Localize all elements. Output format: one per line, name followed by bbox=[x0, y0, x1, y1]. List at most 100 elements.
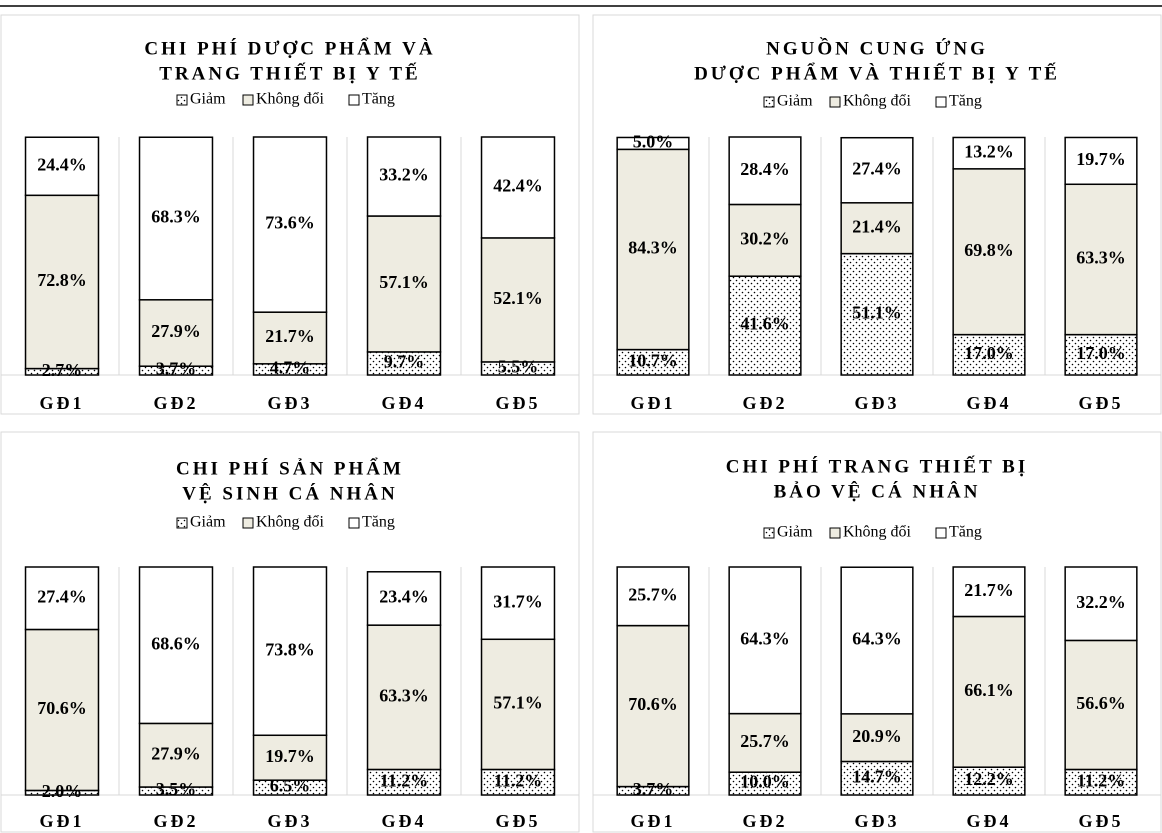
value-label: 17.0% bbox=[964, 343, 1014, 363]
x-tick-label: GĐ1 bbox=[631, 393, 676, 413]
x-tick-label: GĐ3 bbox=[268, 393, 313, 413]
value-label: 12.2% bbox=[964, 769, 1014, 789]
bar-segment bbox=[366, 215, 442, 353]
bar-segment bbox=[616, 348, 690, 376]
value-label: 2.7% bbox=[42, 360, 83, 380]
value-label: 70.6% bbox=[37, 698, 87, 718]
chart-title: VỆ SINH CÁ NHÂN bbox=[182, 482, 398, 504]
chart-title: BẢO VỆ CÁ NHÂN bbox=[774, 480, 981, 502]
legend-swatch bbox=[242, 94, 254, 106]
x-tick-label: GĐ3 bbox=[855, 393, 900, 413]
x-tick-label: GĐ1 bbox=[631, 811, 676, 831]
value-label: 3.7% bbox=[156, 359, 197, 379]
bar-segment bbox=[728, 712, 802, 773]
bar-segment bbox=[24, 136, 100, 197]
panel bbox=[592, 14, 1162, 415]
bar-segment bbox=[952, 136, 1026, 170]
value-label: 52.1% bbox=[493, 288, 543, 308]
value-label: 19.7% bbox=[1076, 149, 1126, 169]
value-label: 11.2% bbox=[1077, 770, 1126, 790]
value-label: 73.8% bbox=[265, 639, 315, 659]
value-label: 32.2% bbox=[1076, 592, 1126, 612]
bar-segment bbox=[1064, 136, 1138, 186]
bar-segment bbox=[252, 734, 328, 781]
bar-segment bbox=[1064, 639, 1138, 771]
legend-label: Tăng bbox=[362, 91, 395, 108]
x-tick-label: GĐ2 bbox=[154, 393, 199, 413]
x-tick-label: GĐ4 bbox=[967, 811, 1012, 831]
value-label: 63.3% bbox=[1076, 248, 1126, 268]
legend-swatch bbox=[763, 527, 775, 539]
bar-segment bbox=[952, 766, 1026, 796]
value-label: 4.7% bbox=[270, 358, 311, 378]
bar-segment bbox=[952, 566, 1026, 618]
bar-segment bbox=[728, 136, 802, 206]
x-tick-label: GĐ4 bbox=[382, 393, 427, 413]
value-label: 64.3% bbox=[852, 629, 902, 649]
value-label: 28.4% bbox=[740, 159, 790, 179]
value-label: 13.2% bbox=[964, 141, 1014, 161]
chart-title: TRANG THIẾT BỊ Y TẾ bbox=[159, 62, 421, 84]
value-label: 56.6% bbox=[1076, 693, 1126, 713]
x-tick-label: GĐ5 bbox=[496, 393, 541, 413]
bar-segment bbox=[840, 252, 914, 376]
bar-segment bbox=[480, 566, 556, 641]
value-label: 25.7% bbox=[740, 731, 790, 751]
value-label: 5.0% bbox=[633, 132, 674, 152]
value-label: 21.7% bbox=[964, 580, 1014, 600]
value-label: 25.7% bbox=[628, 584, 678, 604]
bar-segment bbox=[252, 566, 328, 737]
bar-segment bbox=[480, 237, 556, 363]
value-label: 2.0% bbox=[42, 781, 83, 801]
value-label: 14.7% bbox=[852, 766, 902, 786]
value-label: 57.1% bbox=[493, 692, 543, 712]
legend-swatch bbox=[829, 96, 841, 108]
chart-title: DƯỢC PHẨM VÀ THIẾT BỊ Y TẾ bbox=[694, 62, 1060, 84]
legend-label: Tăng bbox=[949, 93, 982, 110]
value-label: 27.4% bbox=[37, 586, 87, 606]
legend-label: Giảm bbox=[777, 524, 813, 541]
bar-segment bbox=[728, 275, 802, 376]
value-label: 33.2% bbox=[379, 165, 429, 185]
bar-segment bbox=[138, 566, 214, 725]
legend-swatch bbox=[176, 94, 188, 106]
value-label: 27.4% bbox=[852, 158, 902, 178]
bar-segment bbox=[840, 136, 914, 204]
x-tick-label: GĐ3 bbox=[268, 811, 313, 831]
legend-swatch bbox=[935, 96, 947, 108]
x-tick-label: GĐ2 bbox=[154, 811, 199, 831]
x-tick-label: GĐ1 bbox=[40, 811, 85, 831]
bar-segment bbox=[616, 624, 690, 788]
bar-segment bbox=[840, 202, 914, 255]
value-label: 69.8% bbox=[964, 240, 1014, 260]
bar-segment bbox=[366, 624, 442, 771]
chart-title: CHI PHÍ TRANG THIẾT BỊ bbox=[726, 455, 1029, 477]
legend-label: Giảm bbox=[777, 93, 813, 110]
bar-segment bbox=[24, 194, 100, 370]
legend-swatch bbox=[829, 527, 841, 539]
value-label: 27.9% bbox=[151, 743, 201, 763]
legend-swatch bbox=[176, 517, 188, 529]
value-label: 31.7% bbox=[493, 591, 543, 611]
bar-segment bbox=[728, 566, 802, 715]
value-label: 84.3% bbox=[628, 238, 678, 258]
value-label: 70.6% bbox=[628, 694, 678, 714]
value-label: 57.1% bbox=[379, 272, 429, 292]
value-label: 11.2% bbox=[380, 770, 429, 790]
legend-label: Giảm bbox=[190, 91, 226, 108]
value-label: 11.2% bbox=[494, 770, 543, 790]
value-label: 51.1% bbox=[852, 302, 902, 322]
value-label: 66.1% bbox=[964, 680, 1014, 700]
x-tick-label: GĐ3 bbox=[855, 811, 900, 831]
legend-swatch bbox=[348, 94, 360, 106]
legend-swatch bbox=[935, 527, 947, 539]
bar-segment bbox=[616, 136, 690, 151]
legend-label: Giảm bbox=[190, 514, 226, 531]
value-label: 30.2% bbox=[740, 228, 790, 248]
bar-segment bbox=[728, 203, 802, 277]
bar-segment bbox=[480, 136, 556, 239]
bar-segment bbox=[1064, 333, 1138, 376]
legend-label: Tăng bbox=[362, 514, 395, 531]
value-label: 9.7% bbox=[384, 352, 425, 372]
